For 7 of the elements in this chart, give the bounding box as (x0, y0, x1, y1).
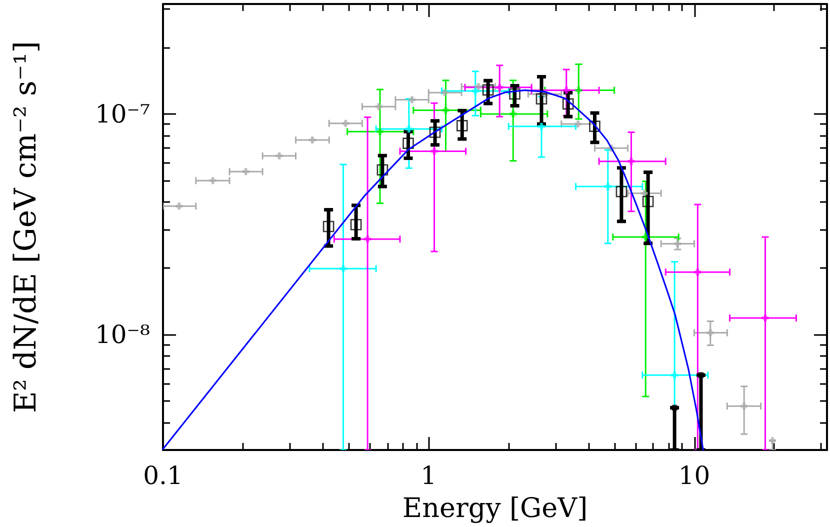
y-tick-label: 10⁻⁷ (94, 99, 150, 128)
y-axis-title: E² dN/dE [GeV cm⁻² s⁻¹] (8, 41, 44, 413)
y-tick-label: 10⁻⁸ (94, 320, 150, 350)
x-tick-label: 0.1 (143, 461, 183, 490)
x-tick-label: 1 (420, 461, 437, 490)
x-axis-title: Energy [GeV] (402, 493, 588, 524)
x-tick-label: 10 (678, 461, 710, 490)
